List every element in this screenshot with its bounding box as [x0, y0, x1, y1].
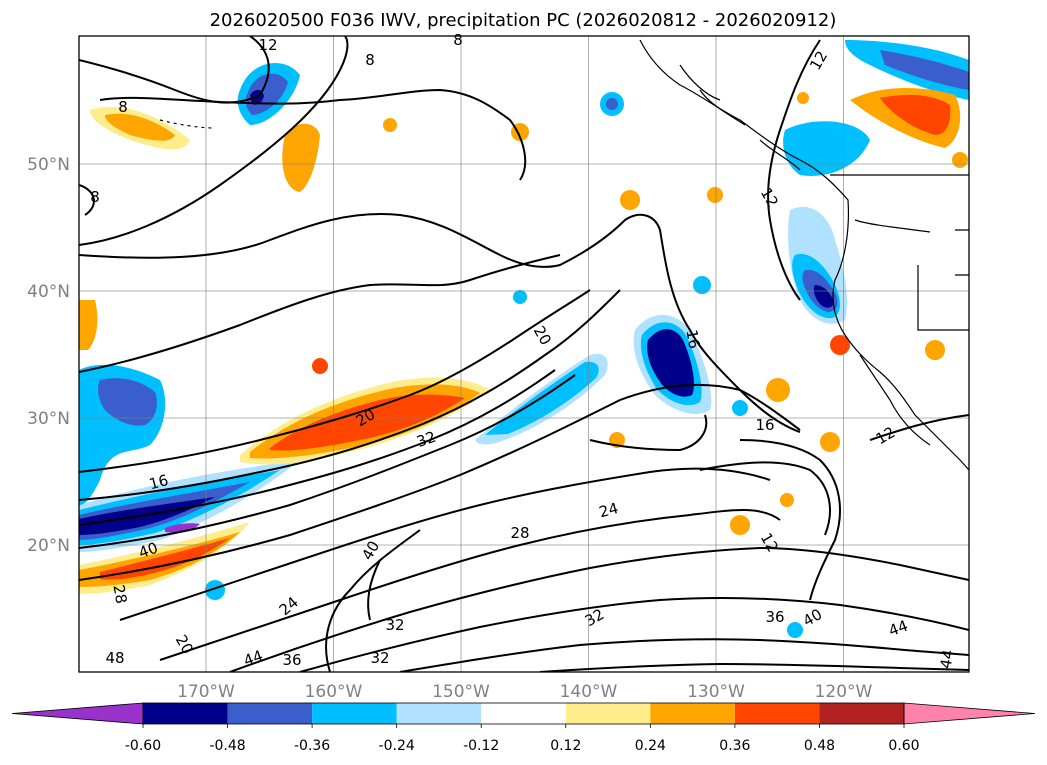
lat-tick-label: 30°N — [27, 409, 70, 429]
colorbar-box — [565, 703, 651, 724]
colorbar-extend-min — [11, 702, 144, 725]
lon-tick-label: 120°W — [815, 682, 873, 702]
contour-label: 24 — [597, 499, 620, 521]
lon-tick-label: 140°W — [560, 682, 618, 702]
contour-label: 40 — [136, 539, 160, 562]
colorbar-box — [143, 703, 228, 724]
colorbar-box — [734, 703, 820, 724]
contour-label: 48 — [105, 649, 124, 667]
contour-label: 12 — [258, 36, 277, 54]
colorbar-box — [650, 703, 735, 724]
colorbar-tick-label: 0.48 — [804, 738, 835, 754]
map-area — [79, 36, 969, 672]
lon-tick-label: 130°W — [687, 682, 745, 702]
contour-label: 36 — [765, 608, 784, 626]
latitude-labels: 50°N 40°N 30°N 20°N — [27, 155, 70, 556]
contour-label: 16 — [755, 416, 774, 434]
contour-label: 16 — [147, 471, 170, 493]
contour-label: 44 — [937, 648, 958, 670]
lon-tick-label: 170°W — [177, 682, 235, 702]
map-frame — [78, 35, 970, 673]
contour-label: 32 — [370, 649, 389, 667]
lat-tick-label: 20°N — [27, 536, 70, 556]
lon-tick-label: 160°W — [305, 682, 363, 702]
contour-label: 44 — [886, 617, 910, 640]
contour-label: 28 — [109, 583, 130, 605]
colorbar-box — [819, 703, 904, 724]
chart-title: 2026020500 F036 IWV, precipitation PC (2… — [210, 10, 837, 31]
colorbar-tick-label: -0.12 — [463, 738, 499, 754]
contour-label: 8 — [365, 51, 375, 69]
colorbar-tick-label: 0.36 — [719, 738, 750, 754]
contour-label: 28 — [510, 524, 529, 542]
iwv-contours — [79, 36, 969, 672]
contour-label: 32 — [385, 616, 404, 634]
gridlines — [79, 36, 969, 672]
colorbar-tick-label: -0.36 — [294, 738, 330, 754]
colorbar-tick-label: 0.24 — [635, 738, 666, 754]
contour-label: 8 — [118, 98, 128, 116]
colorbar-extend-max — [903, 702, 1036, 725]
colorbar-tick-label: -0.60 — [125, 738, 161, 754]
contour-label: 32 — [414, 428, 438, 451]
colorbar-labels: -0.60 -0.48 -0.36 -0.24 -0.12 0.12 0.24 0.36 0.4… — [125, 724, 920, 754]
coastline — [159, 39, 969, 471]
colorbar-box — [481, 703, 566, 724]
colorbar — [11, 702, 1036, 725]
contour-label: 8 — [453, 31, 463, 49]
colorbar-box — [312, 703, 397, 724]
contour-label: 36 — [282, 651, 301, 669]
colorbar-tick-label: -0.24 — [379, 738, 415, 754]
colorbar-tick-label: 0.12 — [550, 738, 581, 754]
contour-label: 16 — [682, 328, 703, 350]
contour-label: 8 — [90, 188, 100, 206]
colorbar-tick-label: 0.60 — [888, 738, 919, 754]
longitude-labels: 170°W 160°W 150°W 140°W 130°W 120°W — [177, 682, 872, 702]
colorbar-outline — [142, 702, 905, 725]
lat-tick-label: 50°N — [27, 155, 70, 175]
colorbar-tick-label: -0.48 — [209, 738, 245, 754]
contour-label: 44 — [241, 647, 265, 670]
colorbar-box — [396, 703, 482, 724]
lat-tick-label: 40°N — [27, 282, 70, 302]
lon-tick-label: 150°W — [432, 682, 490, 702]
colorbar-box — [227, 703, 313, 724]
